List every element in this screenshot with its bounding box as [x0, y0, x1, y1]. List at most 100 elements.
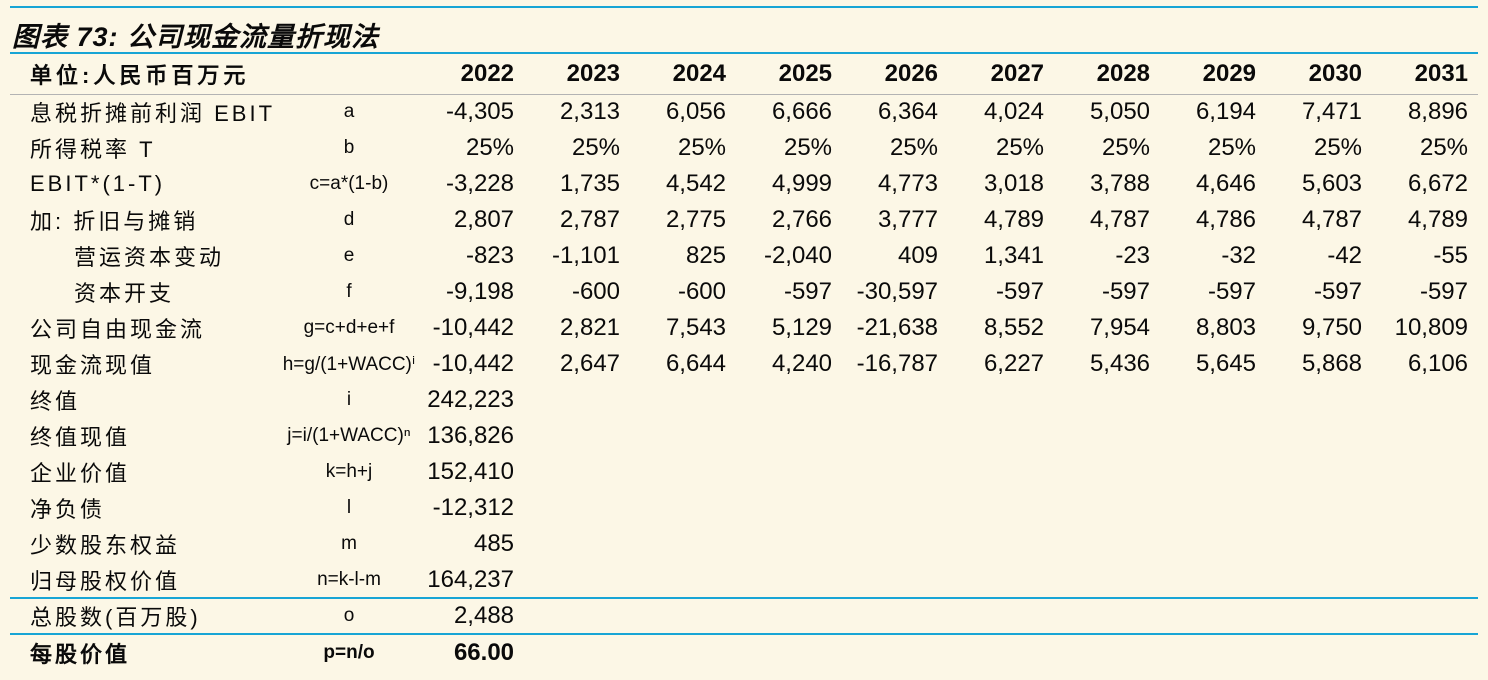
cell-value: 3,777 — [877, 206, 939, 233]
cell-value: -12,312 — [432, 494, 515, 521]
cell-value: -23 — [1115, 242, 1151, 269]
cell-value: 6,056 — [665, 98, 727, 126]
row-formula: d — [343, 209, 355, 230]
cell-value: -21,638 — [856, 314, 939, 341]
cell-value — [842, 454, 948, 490]
table-row: 资本开支 f -9,198 -600 -600 -597 -30,597 -597 -597 -5… — [10, 274, 1478, 310]
cell-value: 2,647 — [559, 350, 621, 377]
table-row: 现金流现值 h=g/(1+WACC)ⁱ -10,442 2,647 6,644 4,240… — [10, 346, 1478, 382]
cell-value — [1266, 526, 1372, 562]
cell-value: 409 — [897, 242, 939, 269]
cell-value: -30,597 — [856, 278, 939, 305]
cell-value — [1372, 382, 1478, 418]
cell-value — [1266, 418, 1372, 454]
cell-value — [948, 633, 1055, 670]
cell-value: 3,018 — [983, 170, 1045, 197]
cell-value — [1054, 454, 1160, 490]
year-header: 2027 — [990, 59, 1045, 87]
cell-value: -823 — [465, 242, 515, 269]
cell-value: 7,471 — [1301, 98, 1363, 126]
cell-value — [524, 490, 630, 526]
row-label: 每股价值 — [10, 633, 280, 670]
cell-value: -9,198 — [445, 278, 515, 305]
cell-value: 2,766 — [771, 206, 833, 233]
cell-value — [524, 597, 631, 634]
table-row: 企业价值 k=h+j 152,410 — [10, 454, 1478, 490]
table-row: 所得税率 T b 25% 25% 25% 25% 25% 25% 25% 25% 25% 25% — [10, 130, 1478, 166]
table-row: 息税折摊前利润 EBIT a -4,305 2,313 6,056 6,666 6,364 4… — [10, 94, 1478, 130]
cell-value — [630, 526, 736, 562]
cell-value: 2,807 — [453, 206, 515, 233]
cell-value — [630, 382, 736, 418]
cell-value: 8,552 — [983, 314, 1045, 341]
cell-value: 6,194 — [1195, 98, 1257, 126]
cell-value — [1266, 633, 1373, 670]
cell-value: 4,786 — [1195, 206, 1257, 233]
cell-value — [1372, 633, 1479, 670]
cell-value: 25% — [1101, 134, 1151, 161]
row-formula: i — [346, 389, 352, 410]
cell-value — [1054, 526, 1160, 562]
row-formula: n=k-l-m — [317, 568, 381, 590]
table-row: 净负债 l -12,312 — [10, 490, 1478, 526]
cell-value — [1372, 597, 1479, 634]
cell-value: 2,488 — [418, 597, 525, 634]
cell-value: 4,646 — [1195, 170, 1257, 197]
cell-value: 4,787 — [1301, 206, 1363, 233]
cell-value — [948, 418, 1054, 454]
cell-value — [630, 490, 736, 526]
cell-value: 4,542 — [665, 170, 727, 197]
cell-value: -32 — [1221, 242, 1257, 269]
cell-value — [1054, 597, 1161, 634]
row-label: 营运资本变动 — [74, 245, 225, 270]
cell-value — [1372, 526, 1478, 562]
cell-value: 136,826 — [427, 422, 515, 449]
cell-value — [842, 490, 948, 526]
cell-value: 1,341 — [983, 242, 1045, 269]
cell-value — [1160, 597, 1267, 634]
cell-value: 66.00 — [418, 633, 525, 670]
table-row: 少数股东权益 m 485 — [10, 526, 1478, 562]
cell-value: 25% — [995, 134, 1045, 161]
cell-value — [524, 633, 631, 670]
cell-value: 9,750 — [1301, 314, 1363, 341]
cell-value: 7,954 — [1089, 314, 1151, 341]
cell-value: -597 — [1313, 278, 1363, 305]
cell-value: 5,603 — [1301, 170, 1363, 197]
cell-value — [524, 526, 630, 562]
cell-value — [1054, 382, 1160, 418]
cell-value: 2,775 — [665, 206, 727, 233]
row-formula: p=n/o — [280, 633, 419, 670]
row-label: 加: 折旧与摊销 — [30, 209, 199, 234]
unit-label: 单位:人民币百万元 — [30, 62, 250, 88]
cell-value: -597 — [995, 278, 1045, 305]
cell-value: 2,821 — [559, 314, 621, 341]
cell-value — [948, 597, 1055, 634]
year-header: 2030 — [1308, 59, 1363, 87]
year-header: 2031 — [1414, 59, 1469, 87]
cell-value — [842, 562, 948, 598]
cell-value — [842, 526, 948, 562]
figure-title: 图表 73: 公司现金流量折现法 — [12, 22, 380, 52]
cell-value: 25% — [465, 134, 515, 161]
cell-value: 1,735 — [559, 170, 621, 197]
cell-value — [948, 454, 1054, 490]
cell-value — [1160, 490, 1266, 526]
cell-value — [736, 454, 842, 490]
row-formula: g=c+d+e+f — [303, 317, 395, 338]
table-row: 加: 折旧与摊销 d 2,807 2,787 2,775 2,766 3,777 4,789 4… — [10, 202, 1478, 238]
cell-value — [1372, 562, 1478, 598]
cell-value: 25% — [1419, 134, 1469, 161]
cell-value — [1266, 490, 1372, 526]
cell-value: -42 — [1327, 242, 1363, 269]
cell-value — [736, 418, 842, 454]
cell-value — [736, 382, 842, 418]
cell-value — [1054, 418, 1160, 454]
cell-value: -1,101 — [551, 242, 621, 269]
table-row: 每股价值 p=n/o 66.00 — [10, 633, 1479, 670]
row-formula: f — [346, 281, 352, 302]
row-label: 终值 — [30, 389, 81, 414]
row-label: 少数股东权益 — [30, 533, 181, 558]
figure-title-block: 图表 73: 公司现金流量折现法 — [10, 6, 1478, 52]
cell-value — [630, 454, 736, 490]
